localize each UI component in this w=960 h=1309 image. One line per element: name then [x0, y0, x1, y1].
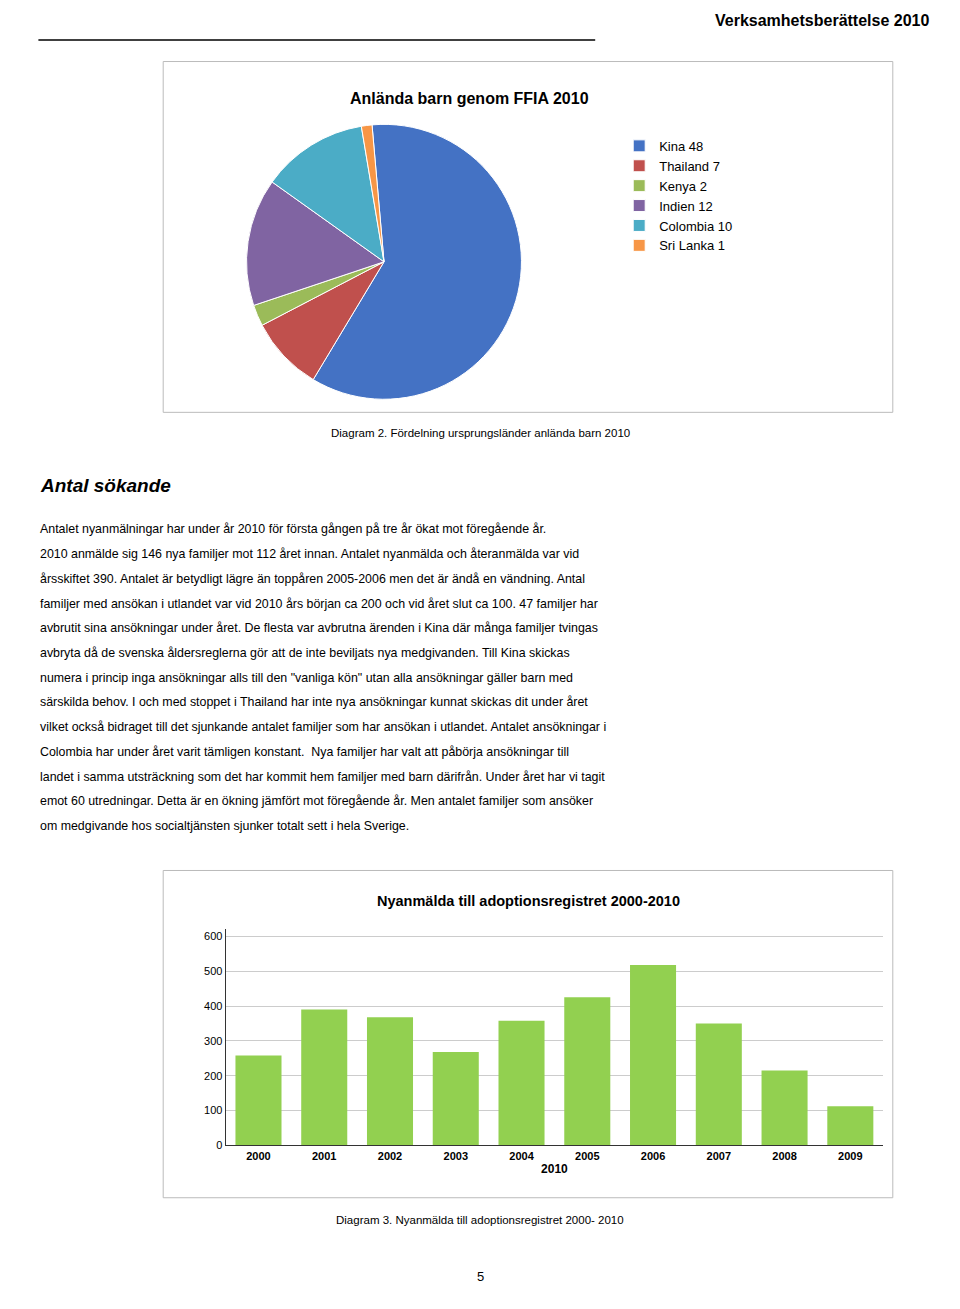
- svg-text:Nyanmälda till adoptionsregist: Nyanmälda till adoptionsregistret 2000-2…: [377, 893, 680, 909]
- svg-text:200: 200: [204, 1070, 222, 1082]
- svg-text:2005: 2005: [575, 1150, 599, 1162]
- svg-text:emot 60 utredningar. Detta är: emot 60 utredningar. Detta är en ökning …: [40, 794, 593, 808]
- svg-text:600: 600: [204, 930, 222, 942]
- svg-text:2008: 2008: [772, 1150, 796, 1162]
- svg-text:2003: 2003: [444, 1150, 468, 1162]
- svg-text:400: 400: [204, 1000, 222, 1012]
- svg-text:särskilda behov. I och med sto: särskilda behov. I och med stoppet i Tha…: [40, 695, 588, 709]
- svg-text:2010 anmälde sig 146 nya famil: 2010 anmälde sig 146 nya familjer mot 11…: [40, 547, 579, 561]
- svg-text:Anlända barn genom FFIA 2010: Anlända barn genom FFIA 2010: [350, 90, 589, 107]
- svg-text:familjer med ansökan i utlande: familjer med ansökan i utlandet var vid …: [40, 597, 598, 611]
- svg-text:Diagram 2. Fördelning ursprung: Diagram 2. Fördelning ursprungsländer an…: [331, 427, 630, 439]
- svg-text:Antalet nyanmälningar har unde: Antalet nyanmälningar har under år 2010 …: [40, 522, 546, 536]
- svg-text:300: 300: [204, 1035, 222, 1047]
- svg-text:Kenya 2: Kenya 2: [659, 179, 707, 194]
- svg-text:500: 500: [204, 965, 222, 977]
- svg-text:Diagram 3. Nyanmälda till adop: Diagram 3. Nyanmälda till adoptionsregis…: [336, 1214, 624, 1226]
- svg-text:2001: 2001: [312, 1150, 336, 1162]
- svg-text:2010: 2010: [541, 1162, 568, 1176]
- svg-text:2007: 2007: [707, 1150, 731, 1162]
- svg-text:Kina 48: Kina 48: [659, 139, 703, 154]
- svg-text:2000: 2000: [246, 1150, 270, 1162]
- svg-text:om medgivande hos socialtjänst: om medgivande hos socialtjänsten sjunker…: [40, 819, 409, 833]
- svg-text:5: 5: [477, 1269, 484, 1284]
- svg-text:Sri Lanka 1: Sri Lanka 1: [659, 238, 725, 253]
- svg-text:2004: 2004: [509, 1150, 534, 1162]
- svg-text:Colombia 10: Colombia 10: [659, 219, 732, 234]
- svg-text:0: 0: [216, 1139, 222, 1151]
- svg-text:numera i princip inga ansöknin: numera i princip inga ansökningar alls t…: [40, 671, 573, 685]
- svg-text:Thailand 7: Thailand 7: [659, 159, 720, 174]
- svg-text:Colombia har under året varit: Colombia har under året varit tämligen k…: [40, 745, 569, 759]
- svg-text:Indien 12: Indien 12: [659, 199, 713, 214]
- svg-text:Antal sökande: Antal sökande: [40, 475, 171, 496]
- svg-text:2009: 2009: [838, 1150, 862, 1162]
- svg-text:Verksamhetsberättelse 2010: Verksamhetsberättelse 2010: [715, 12, 929, 29]
- svg-text:2006: 2006: [641, 1150, 665, 1162]
- svg-text:vilket också bidraget till det: vilket också bidraget till det sjunkande…: [40, 720, 606, 734]
- svg-text:2002: 2002: [378, 1150, 402, 1162]
- svg-text:100: 100: [204, 1104, 222, 1116]
- svg-text:landet i samma utsträckning so: landet i samma utsträckning som det har …: [40, 770, 605, 784]
- svg-text:avbrutit sina ansökningar unde: avbrutit sina ansökningar under året. De…: [40, 621, 598, 635]
- svg-text:årsskiftet 390. Antalet är bet: årsskiftet 390. Antalet är betydligt läg…: [40, 572, 585, 586]
- svg-text:avbryta då de svenska åldersre: avbryta då de svenska åldersreglerna gör…: [40, 646, 570, 660]
